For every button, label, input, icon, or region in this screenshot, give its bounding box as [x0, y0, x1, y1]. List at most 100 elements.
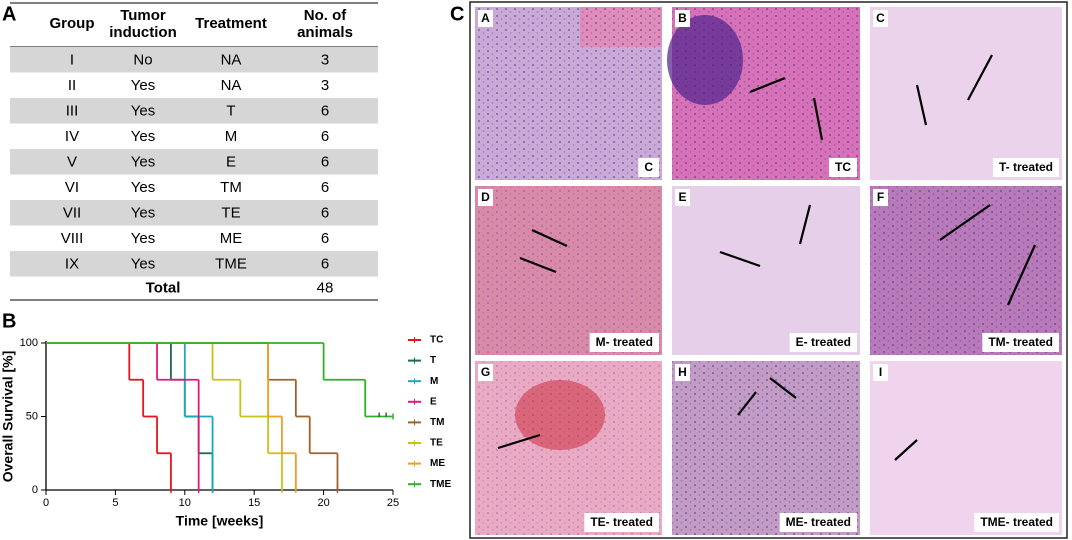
table-cell: III: [66, 103, 79, 120]
table-row-band: [10, 149, 378, 175]
caption-box: [982, 333, 1059, 352]
table-cell: 6: [321, 154, 329, 171]
panel-letter-box: [478, 364, 493, 381]
table-row-band: [10, 98, 378, 124]
table-cell: Yes: [131, 179, 155, 196]
histology-grid: [475, 7, 1062, 535]
y-axis-label: Overall Survival [%]: [0, 351, 16, 483]
caption-box: [974, 513, 1059, 532]
table-header: No. of: [304, 7, 347, 24]
histology-image: [870, 186, 1062, 355]
panel-letter-box: [675, 189, 690, 206]
table-cell: 3: [321, 52, 329, 69]
histology-image: [870, 361, 1062, 535]
legend-label: ME: [430, 458, 445, 469]
panel-label: A: [2, 3, 16, 25]
panel-caption: TME- treated: [980, 515, 1053, 529]
panel-c-frame: [469, 1, 1068, 539]
histology-image: [475, 186, 662, 355]
x-tick-label: 0: [43, 497, 49, 509]
table-cell: E: [226, 154, 236, 171]
table-cell: T: [226, 103, 235, 120]
x-tick-label: 25: [387, 497, 399, 509]
table-cell: Yes: [131, 128, 155, 145]
table-cell: VI: [65, 179, 79, 196]
table-cell: NA: [221, 77, 242, 94]
x-tick-label: 10: [179, 497, 191, 509]
table-cell: M: [225, 128, 238, 145]
table-header: Tumor: [120, 7, 166, 24]
caption-box: [789, 333, 857, 352]
table-total-value: 48: [317, 279, 334, 296]
table-cell: TME: [215, 256, 247, 273]
table-cell: VIII: [61, 230, 84, 247]
table-header: animals: [297, 24, 353, 41]
panel-letter: G: [481, 365, 490, 379]
caption-box: [589, 333, 659, 352]
panel-letter-box: [478, 189, 493, 206]
legend-label: TE: [430, 438, 443, 449]
y-tick-label: 50: [26, 410, 38, 422]
table-header: induction: [109, 24, 177, 41]
y-tick-label: 100: [20, 337, 38, 349]
table-cell: NA: [221, 52, 242, 69]
caption-box: [638, 158, 659, 177]
panel-letter-box: [478, 10, 493, 27]
y-tick-label: 0: [32, 484, 38, 496]
panel-letter: D: [481, 190, 490, 204]
table-cell: Yes: [131, 205, 155, 222]
table-cell: Yes: [131, 230, 155, 247]
table-cell: TE: [221, 205, 240, 222]
table-cell: II: [68, 77, 76, 94]
table-cell: 6: [321, 205, 329, 222]
x-tick-label: 15: [248, 497, 260, 509]
table-total-label: Total: [146, 279, 181, 296]
panel-caption: ME- treated: [786, 515, 851, 529]
table-cell: ME: [220, 230, 243, 247]
table-row-band: [10, 47, 378, 73]
panel-letter: E: [678, 190, 686, 204]
histology-image: [870, 7, 1062, 180]
panel-letter-box: [675, 364, 690, 381]
legend-label: TM: [430, 417, 444, 428]
table-row-band: [10, 251, 378, 277]
table-row-band: [10, 200, 378, 226]
histology-image: [672, 361, 860, 535]
table-cell: 6: [321, 256, 329, 273]
table-cell: 6: [321, 128, 329, 145]
table-cell: VII: [63, 205, 81, 222]
table-cell: Yes: [131, 77, 155, 94]
arrows: [497, 54, 1037, 461]
caption-box: [779, 513, 857, 532]
panel-caption: C: [644, 160, 653, 174]
panel-caption: TC: [835, 160, 851, 174]
panel-caption: M- treated: [596, 335, 653, 349]
x-axis-label: Time [weeks]: [176, 513, 264, 529]
panel-letter-box: [675, 10, 690, 27]
panel-label: B: [2, 310, 16, 332]
panel-caption: E- treated: [796, 335, 851, 349]
table-cell: 3: [321, 77, 329, 94]
panel-letter-box: [873, 10, 888, 27]
legend-label: E: [430, 396, 437, 407]
table-cell: Yes: [131, 154, 155, 171]
caption-box: [584, 513, 659, 532]
panel-letter: C: [876, 11, 885, 25]
panel-letter-box: [873, 189, 888, 206]
panel-label: C: [450, 3, 464, 25]
caption-box: [992, 158, 1059, 177]
table-cell: TM: [220, 179, 242, 196]
panel-caption: TM- treated: [988, 335, 1053, 349]
table-cell: No: [133, 52, 152, 69]
panel-letter: H: [678, 365, 687, 379]
table-cell: IX: [65, 256, 79, 273]
panel-letter-box: [873, 364, 888, 381]
table-cell: V: [67, 154, 77, 171]
table-cell: 6: [321, 179, 329, 196]
x-tick-label: 20: [317, 497, 329, 509]
table-header: Group: [50, 15, 95, 32]
panel-caption: T- treated: [999, 160, 1053, 174]
panel-letter: I: [879, 365, 882, 379]
table-cell: 6: [321, 103, 329, 120]
